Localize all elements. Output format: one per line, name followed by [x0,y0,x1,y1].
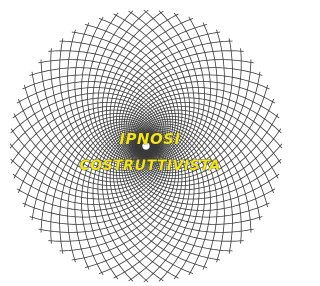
page: IPNOSI COSTRUTTIVISTA (() => { const dat… [0,0,320,286]
logo-line-1: IPNOSI [119,130,180,148]
logo: IPNOSI COSTRUTTIVISTA [0,0,285,286]
logo-line-2: COSTRUTTIVISTA [79,158,220,174]
